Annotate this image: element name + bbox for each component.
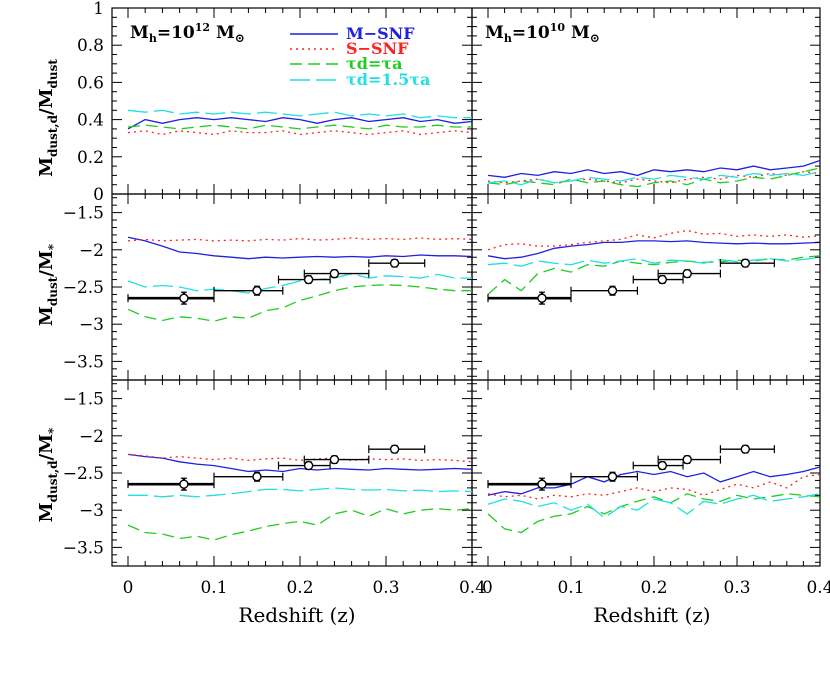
ylabel-row-1: Mdust,d/Mdust bbox=[36, 59, 60, 177]
series-line--d-a bbox=[127, 124, 472, 130]
x-tick-label: 0 bbox=[123, 578, 134, 598]
obs-point bbox=[607, 472, 618, 482]
series-line--d-1-5-a bbox=[128, 487, 473, 498]
series-line-s-snf bbox=[127, 237, 473, 242]
series-line-s-snf bbox=[127, 130, 473, 136]
legend-label-tau-1.5a: τd=1.5τa bbox=[346, 70, 430, 89]
series-line--d-a bbox=[487, 255, 821, 295]
y-tick-label: −1.5 bbox=[63, 204, 104, 224]
obs-point bbox=[682, 268, 692, 279]
x-tick-label: 0.1 bbox=[557, 578, 584, 598]
obs-point bbox=[740, 444, 750, 454]
obs-point bbox=[537, 479, 547, 489]
x-tick-label: 0.2 bbox=[640, 578, 667, 598]
y-tick-label: 1 bbox=[93, 0, 104, 19]
obs-point bbox=[657, 460, 667, 471]
obs-point bbox=[537, 293, 547, 303]
ylabel-row-2: Mdust/M* bbox=[36, 243, 60, 326]
series-line-m-snf bbox=[127, 117, 473, 130]
y-tick-label: −1.5 bbox=[63, 390, 104, 410]
obs-point bbox=[657, 274, 667, 285]
series-line--d-a bbox=[127, 508, 473, 541]
obs-point bbox=[179, 293, 189, 303]
x-tick-label: 0.2 bbox=[286, 578, 313, 598]
legend-label-m-snf: M−SNF bbox=[346, 24, 415, 43]
series-line-m-snf bbox=[127, 236, 473, 260]
obs-point bbox=[303, 274, 314, 285]
series-line-s-snf bbox=[127, 453, 473, 463]
y-tick-label: −2.5 bbox=[63, 278, 104, 298]
x-tick-label: 0.4 bbox=[806, 578, 830, 598]
x-tick-label: 0.4 bbox=[459, 578, 486, 598]
y-tick-label: −2 bbox=[79, 427, 104, 447]
plot-data bbox=[127, 109, 821, 541]
y-tick-label: 0.2 bbox=[77, 148, 104, 168]
ylabel-row-3: Mdust,d/M* bbox=[36, 427, 60, 522]
x-tick-label: 0.1 bbox=[200, 578, 227, 598]
legend-label-tau-a: τd=τa bbox=[346, 54, 403, 73]
obs-point bbox=[303, 460, 314, 471]
y-tick-label: −3 bbox=[79, 501, 104, 521]
y-tick-label: 0.8 bbox=[77, 36, 104, 56]
obs-point bbox=[740, 258, 750, 268]
series-line--d-a bbox=[487, 167, 821, 188]
series-line--d-1-5-a bbox=[127, 272, 472, 294]
obs-point bbox=[682, 454, 692, 465]
axis-ticks: 0 0.2 0.4 0.6 0.8 1 −1.5 −2 −2.5 −3 −3.5 −1.5 −2 −2.5… bbox=[63, 0, 830, 598]
obs-point bbox=[389, 444, 400, 454]
series-line--d-a bbox=[487, 493, 821, 534]
series-line-m-snf bbox=[487, 240, 821, 260]
series-line--d-a bbox=[127, 284, 472, 322]
series-line-m-snf bbox=[487, 159, 821, 178]
xlabel-right: Redshift (z) bbox=[593, 603, 710, 627]
obs-point bbox=[329, 454, 340, 465]
series-line--d-1-5-a bbox=[487, 256, 821, 267]
series-line--d-1-5-a bbox=[127, 109, 472, 119]
obs-point bbox=[329, 268, 340, 279]
xlabel-left: Redshift (z) bbox=[238, 603, 355, 627]
series-line-s-snf bbox=[487, 229, 821, 251]
series-line--d-1-5-a bbox=[487, 171, 821, 186]
y-tick-label: −2.5 bbox=[63, 464, 104, 484]
obs-point bbox=[252, 286, 262, 296]
obs-point bbox=[179, 479, 189, 489]
y-tick-label: −3.5 bbox=[63, 352, 104, 372]
y-tick-label: −3 bbox=[79, 315, 104, 335]
halo-mass-label-left: Mh=1012 M⊙ bbox=[130, 21, 245, 45]
halo-mass-label-right: Mh=1010 M⊙ bbox=[485, 21, 600, 45]
panel-frame bbox=[111, 379, 473, 567]
y-tick-label: −2 bbox=[79, 241, 104, 261]
obs-point bbox=[252, 472, 262, 482]
x-tick-label: 0 bbox=[482, 578, 493, 598]
series-line-s-snf bbox=[487, 171, 821, 184]
y-tick-label: 0 bbox=[93, 185, 104, 205]
y-tick-label: −3.5 bbox=[63, 538, 104, 558]
x-tick-label: 0.3 bbox=[723, 578, 750, 598]
y-tick-label: 0.4 bbox=[77, 111, 104, 131]
y-tick-label: 0.6 bbox=[77, 73, 104, 93]
obs-point bbox=[607, 286, 618, 296]
series-line--d-1-5-a bbox=[487, 493, 821, 519]
legend: M−SNF S−SNF τd=τa τd=1.5τa bbox=[290, 24, 430, 89]
x-tick-label: 0.3 bbox=[372, 578, 399, 598]
series-line-s-snf bbox=[487, 473, 821, 500]
series-line-m-snf bbox=[127, 453, 473, 473]
legend-label-s-snf: S−SNF bbox=[346, 39, 409, 58]
obs-point bbox=[389, 258, 400, 268]
